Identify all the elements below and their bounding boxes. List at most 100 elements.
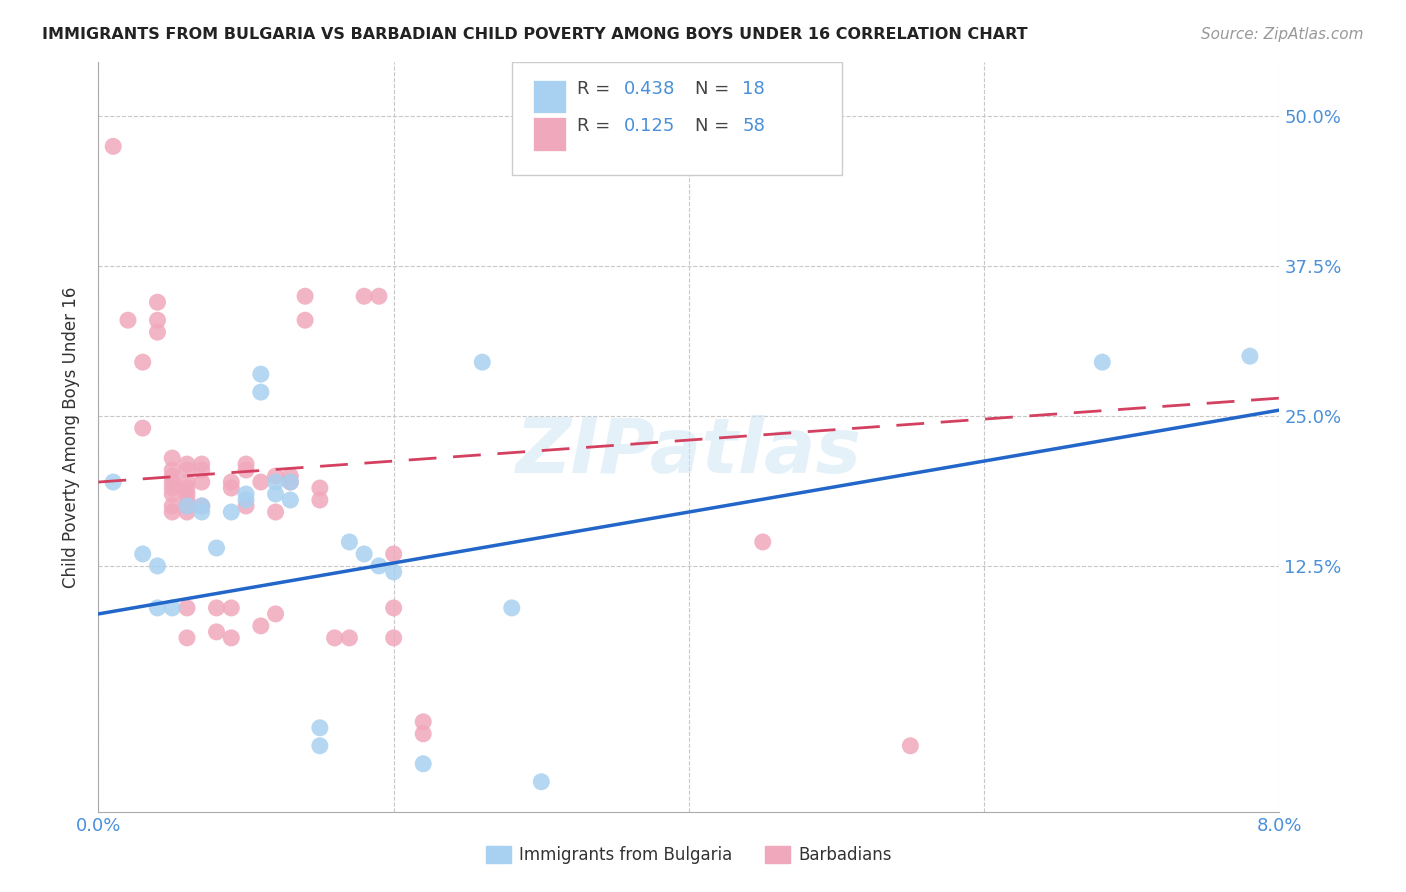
Point [176, 631, 198, 645]
Point [280, 469, 302, 483]
Point [250, 619, 273, 633]
Point [280, 475, 302, 489]
Point [235, 457, 257, 471]
Point [191, 499, 214, 513]
Text: N =: N = [695, 117, 735, 135]
Point [353, 289, 375, 303]
Point [752, 535, 775, 549]
Point [368, 558, 391, 573]
Point [235, 493, 257, 508]
Point [162, 601, 183, 615]
Point [162, 463, 183, 477]
Text: IMMIGRANTS FROM BULGARIA VS BARBADIAN CHILD POVERTY AMONG BOYS UNDER 16 CORRELAT: IMMIGRANTS FROM BULGARIA VS BARBADIAN CH… [42, 27, 1028, 42]
Point [162, 451, 183, 466]
Point [146, 313, 169, 327]
Point [146, 601, 169, 615]
Point [191, 499, 214, 513]
Point [339, 631, 361, 645]
Point [176, 487, 198, 501]
Point [191, 457, 214, 471]
Point [191, 463, 214, 477]
Point [264, 505, 287, 519]
Point [339, 535, 361, 549]
Point [294, 289, 316, 303]
Text: Source: ZipAtlas.com: Source: ZipAtlas.com [1201, 27, 1364, 42]
Point [132, 547, 155, 561]
Point [530, 774, 553, 789]
Point [221, 475, 243, 489]
Point [264, 469, 287, 483]
Text: ZIPatlas: ZIPatlas [516, 415, 862, 489]
Point [382, 601, 405, 615]
Text: 58: 58 [742, 117, 765, 135]
Point [176, 475, 198, 489]
Point [264, 607, 287, 621]
Point [1239, 349, 1261, 363]
Point [353, 547, 375, 561]
Point [309, 481, 332, 495]
Point [250, 475, 273, 489]
Point [309, 739, 332, 753]
Point [382, 631, 405, 645]
Point [250, 367, 273, 381]
Point [176, 493, 198, 508]
Point [471, 355, 494, 369]
Point [368, 289, 391, 303]
FancyBboxPatch shape [512, 62, 842, 175]
Point [501, 601, 523, 615]
Point [176, 499, 198, 513]
Text: 0.125: 0.125 [624, 117, 675, 135]
Point [309, 493, 332, 508]
Point [235, 487, 257, 501]
Text: 18: 18 [742, 79, 765, 97]
Point [176, 457, 198, 471]
Text: N =: N = [695, 79, 735, 97]
Point [264, 487, 287, 501]
Point [176, 463, 198, 477]
Bar [533, 117, 567, 151]
Point [412, 756, 434, 771]
Point [221, 601, 243, 615]
Point [162, 505, 183, 519]
Point [132, 355, 155, 369]
Point [146, 295, 169, 310]
Point [412, 714, 434, 729]
Point [103, 139, 125, 153]
Point [176, 481, 198, 495]
Point [412, 727, 434, 741]
Point [162, 469, 183, 483]
Point [146, 558, 169, 573]
Point [235, 463, 257, 477]
Point [221, 481, 243, 495]
Point [146, 325, 169, 339]
Point [205, 624, 228, 639]
Point [191, 475, 214, 489]
Point [382, 547, 405, 561]
Point [294, 313, 316, 327]
Point [1091, 355, 1114, 369]
Point [176, 499, 198, 513]
Bar [533, 79, 567, 113]
Point [162, 499, 183, 513]
Text: 0.438: 0.438 [624, 79, 675, 97]
Point [280, 493, 302, 508]
Y-axis label: Child Poverty Among Boys Under 16: Child Poverty Among Boys Under 16 [62, 286, 80, 588]
Point [250, 385, 273, 400]
Point [176, 505, 198, 519]
Point [323, 631, 346, 645]
Point [162, 487, 183, 501]
Text: R =: R = [576, 79, 616, 97]
Point [235, 499, 257, 513]
Point [103, 475, 125, 489]
Legend: Immigrants from Bulgaria, Barbadians: Immigrants from Bulgaria, Barbadians [479, 839, 898, 871]
Point [176, 601, 198, 615]
Point [205, 601, 228, 615]
Text: R =: R = [576, 117, 616, 135]
Point [162, 481, 183, 495]
Point [191, 505, 214, 519]
Point [382, 565, 405, 579]
Point [309, 721, 332, 735]
Point [132, 421, 155, 435]
Point [221, 631, 243, 645]
Point [162, 475, 183, 489]
